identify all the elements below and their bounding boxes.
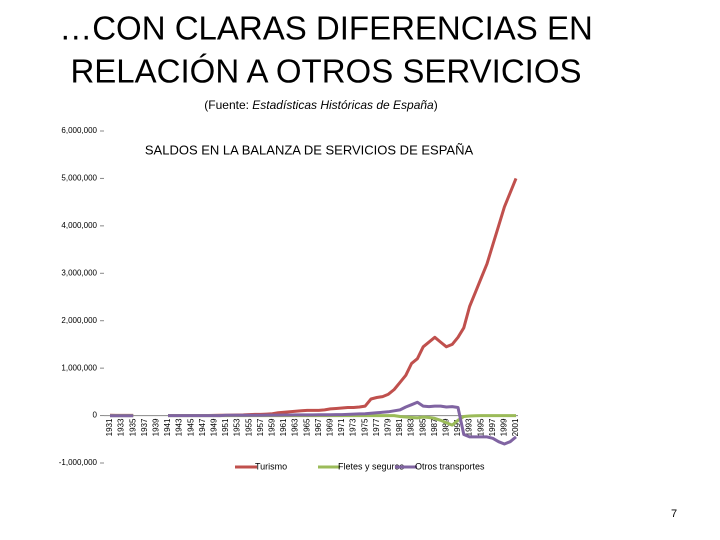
x-tick-label: 1963	[291, 418, 300, 436]
x-tick-label: 1941	[163, 418, 172, 436]
series-line	[110, 400, 517, 446]
legend-label: Otros transportes	[415, 461, 485, 471]
x-tick-label: 1993	[465, 418, 474, 436]
x-tick-label: 1933	[117, 418, 126, 436]
x-tick-label: 1951	[221, 418, 230, 436]
x-tick-label: 1997	[488, 418, 497, 436]
x-tick-label: 1995	[476, 418, 485, 436]
legend-label: Turismo	[255, 461, 287, 471]
x-tick-label: 1967	[314, 418, 323, 436]
x-tick-label: 1987	[430, 418, 439, 436]
source-text: Estadísticas Históricas de España	[252, 98, 434, 112]
slide-title: RELACIÓN A OTROS SERVICIOS	[70, 53, 581, 90]
x-tick-label: 1985	[418, 418, 427, 436]
y-tick-label: 1,000,000	[61, 363, 97, 372]
x-tick-label: 1957	[256, 418, 265, 436]
x-tick-label: 1983	[407, 418, 416, 436]
x-tick-label: 1939	[152, 418, 161, 436]
x-tick-label: 1949	[210, 418, 219, 436]
series-line	[109, 177, 518, 417]
y-tick-label: 4,000,000	[61, 221, 97, 230]
x-tick-label: 1989	[442, 418, 451, 436]
y-tick-label: 3,000,000	[61, 268, 97, 277]
x-tick-label: 1971	[337, 418, 346, 436]
y-tick-label: 6,000,000	[61, 126, 97, 135]
x-tick-label: 2001	[511, 418, 520, 436]
x-tick-label: 1981	[395, 418, 404, 436]
x-tick-label: 1931	[105, 418, 114, 436]
x-tick-label: 1945	[186, 418, 195, 436]
page-number: 7	[671, 508, 677, 520]
y-tick-label: 5,000,000	[61, 174, 97, 183]
source-text: (Fuente:	[204, 98, 252, 112]
x-tick-label: 1955	[244, 418, 253, 436]
x-tick-label: 1999	[500, 418, 509, 436]
x-tick-label: 1961	[279, 418, 288, 436]
x-tick-label: 1953	[233, 418, 242, 436]
y-tick-label: 2,000,000	[61, 316, 97, 325]
x-tick-label: 1947	[198, 418, 207, 436]
chart-title: SALDOS EN LA BALANZA DE SERVICIOS DE ESP…	[145, 142, 474, 157]
x-tick-label: 1973	[349, 418, 358, 436]
legend-label: Fletes y seguros	[338, 461, 405, 471]
x-tick-label: 1965	[302, 418, 311, 436]
x-tick-label: 1991	[453, 418, 462, 436]
y-tick-label: -1,000,000	[59, 458, 98, 467]
x-tick-label: 1977	[372, 418, 381, 436]
slide-title: …CON CLARAS DIFERENCIAS EN	[59, 10, 593, 47]
x-tick-label: 1935	[128, 418, 137, 436]
x-tick-label: 1959	[268, 418, 277, 436]
x-tick-label: 1943	[175, 418, 184, 436]
x-tick-label: 1975	[360, 418, 369, 436]
source-text: )	[434, 98, 438, 112]
x-tick-label: 1969	[326, 418, 335, 436]
x-tick-label: 1937	[140, 418, 149, 436]
source: (Fuente: Estadísticas Históricas de Espa…	[204, 98, 437, 112]
y-tick-label: 0	[93, 411, 98, 420]
x-tick-label: 1979	[384, 418, 393, 436]
